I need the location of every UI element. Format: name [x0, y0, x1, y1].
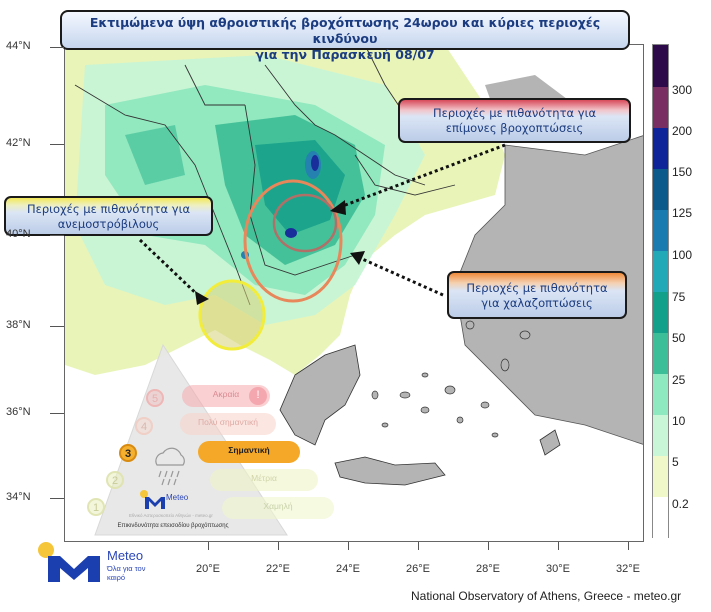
lat-label: 44°N [6, 40, 31, 52]
severity-level-5: Ακραία [182, 385, 270, 407]
colorbar-label: 200 [672, 124, 693, 138]
lat-tick [50, 47, 64, 48]
lon-label: 30°E [546, 563, 570, 575]
colorbar-label: 25 [672, 373, 686, 387]
level-3-badge: 3 [119, 444, 137, 462]
lat-tick [50, 326, 64, 327]
lon-tick [348, 542, 349, 550]
lon-label: 22°E [266, 563, 290, 575]
severity-level-2: Μέτρια [210, 469, 318, 491]
title-line-2: για την Παρασκευή 08/07 [255, 47, 435, 62]
lat-label: 36°N [6, 406, 31, 418]
level-1-badge: 1 [87, 498, 105, 516]
severity-level-1: Χαμηλή [222, 497, 334, 519]
colorbar-label: 150 [672, 165, 693, 179]
lat-tick [50, 144, 64, 145]
sun-icon [38, 542, 54, 558]
colorbar-label: 0.2 [672, 497, 689, 511]
callout-tornado: Περιοχές με πιθανότητα για ανεμοστρόβιλο… [4, 196, 213, 236]
footer-credit: National Observatory of Athens, Greece -… [411, 589, 682, 603]
lon-tick [208, 542, 209, 550]
callout-hail: Περιοχές με πιθανότητα για χαλαζοπτώσεις [447, 271, 627, 319]
title-line-1: Εκτιμώμενα ύψη αθροιστικής βροχόπτωσης 2… [89, 15, 601, 46]
lon-tick [278, 542, 279, 550]
colorbar-label: 5 [672, 455, 679, 469]
colorbar-label: 125 [672, 206, 693, 220]
precipitation-colorbar [652, 44, 669, 539]
lon-label: 20°E [196, 563, 220, 575]
logo-name: Meteo [107, 548, 144, 563]
lon-tick [418, 542, 419, 550]
lat-tick [50, 498, 64, 499]
pyramid-caption: Επικινδυνότητα επεισοδίου βροχόπτωσης [117, 523, 229, 529]
callout-persistent-rain: Περιοχές με πιθανότητα για επίμονες βροχ… [398, 98, 631, 143]
lat-label: 40°N [6, 228, 31, 240]
lon-tick [628, 542, 629, 550]
colorbar-label: 50 [672, 331, 686, 345]
rain-cloud-icon [155, 447, 185, 486]
pyramid-logo-text: Meteo [166, 493, 189, 502]
colorbar-label: 75 [672, 290, 686, 304]
lon-label: 28°E [476, 563, 500, 575]
colorbar-label: 100 [672, 248, 693, 262]
level-5-badge: 5 [146, 389, 164, 407]
map-title: Εκτιμώμενα ύψη αθροιστικής βροχόπτωσης 2… [60, 10, 630, 62]
colorbar-label: 10 [672, 414, 686, 428]
lat-label: 38°N [6, 319, 31, 331]
lon-label: 32°E [616, 563, 640, 575]
exclamation-icon: ! [249, 387, 267, 405]
lon-label: 24°E [336, 563, 360, 575]
lat-tick [50, 235, 64, 236]
meteo-logo [38, 542, 100, 582]
lat-label: 34°N [6, 491, 31, 503]
severity-level-3: Σημαντική [198, 441, 300, 463]
lon-label: 26°E [406, 563, 430, 575]
lat-label: 42°N [6, 137, 31, 149]
pyramid-org-text: Εθνικό Αστεροσκοπείο Αθηνών - meteo.gr [129, 513, 213, 518]
lat-tick [50, 413, 64, 414]
level-2-badge: 2 [106, 471, 124, 489]
level-4-badge: 4 [135, 417, 153, 435]
colorbar-label: 300 [672, 83, 693, 97]
severity-level-4: Πολύ σημαντική [180, 413, 276, 435]
lon-tick [558, 542, 559, 550]
logo-tagline: Όλα για τον καιρό [107, 564, 146, 582]
lon-tick [488, 542, 489, 550]
